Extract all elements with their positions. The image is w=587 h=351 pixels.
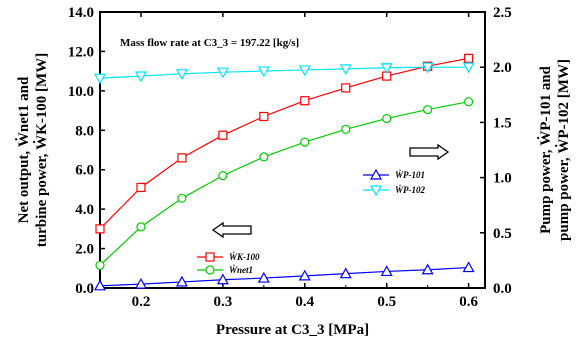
data-point xyxy=(380,63,393,74)
series-0 xyxy=(95,53,474,234)
y-left-title-line: turbine power, ẆK-100 [MW] xyxy=(33,53,50,247)
x-tick-label: 0.5 xyxy=(377,294,396,310)
data-point xyxy=(95,260,105,270)
data-point xyxy=(421,263,434,275)
data-point xyxy=(341,83,351,93)
data-point xyxy=(462,261,475,273)
data-point xyxy=(300,137,310,147)
data-point xyxy=(95,224,105,234)
data-point xyxy=(257,66,270,78)
data-point xyxy=(382,113,392,124)
data-point xyxy=(464,53,474,63)
data-point xyxy=(298,269,311,281)
data-point xyxy=(257,271,270,283)
plot-border xyxy=(99,11,486,289)
legend-label: Ẇnet1 xyxy=(229,265,253,275)
data-point xyxy=(218,171,228,181)
data-point xyxy=(175,69,188,81)
y-left-tick-label: 0.0 xyxy=(75,281,94,297)
y-axis-left-title: Net output, Ẇnet1 and turbine power, ẆK-1… xyxy=(15,53,50,247)
plot-frame xyxy=(99,11,486,289)
legend-label: ẆK-100 xyxy=(229,252,260,262)
y-left-tick-label: 2.0 xyxy=(75,242,94,258)
data-point xyxy=(341,124,351,134)
x-tick-label: 0.3 xyxy=(213,294,232,310)
y-axis-right-title: Pump power, ẆP-101 and pump power, ẆP-102… xyxy=(537,59,572,241)
y-right-tick-label: 1.0 xyxy=(493,171,512,187)
legend-label: ẆP-101 xyxy=(395,170,425,180)
data-point xyxy=(177,153,187,163)
annotation-text: Mass flow rate at C3_3 = 197.22 [kg/s] xyxy=(120,37,299,49)
x-tick-label: 0.6 xyxy=(459,294,478,310)
arrow-layer xyxy=(211,143,450,239)
data-point xyxy=(93,73,107,85)
data-point xyxy=(298,65,311,77)
y-right-tick-label: 1.5 xyxy=(493,115,512,131)
data-point xyxy=(464,97,474,107)
data-point xyxy=(177,193,187,203)
data-point xyxy=(462,62,475,74)
series-line xyxy=(99,57,469,230)
legend-entry-1: Ẇnet1 xyxy=(197,265,253,275)
series-line xyxy=(99,266,469,287)
x-axis-title: Pressure at C3_3 [MPa] xyxy=(216,322,369,338)
y-left-tick-label: 10.0 xyxy=(68,84,94,100)
y-right-tick-label: 2.0 xyxy=(493,60,512,76)
data-point xyxy=(218,130,228,140)
x-tick-label: 0.4 xyxy=(295,294,314,310)
data-point xyxy=(259,111,269,122)
series-1 xyxy=(95,97,474,270)
y-right-tick-label: 0.0 xyxy=(493,281,512,297)
y-right-tick-label: 2.5 xyxy=(493,5,512,21)
data-point xyxy=(423,104,433,115)
legend-entry-2: ẆP-101 xyxy=(363,168,425,180)
data-point xyxy=(339,64,352,76)
right-axis-arrow xyxy=(409,143,450,161)
data-point xyxy=(175,275,188,287)
data-point xyxy=(216,273,229,285)
axis-ticks: 0.2 0.3 0.4 0.5 0.6 0.0 2.0 4.0 6.0 8.0 10.0 12.0 14… xyxy=(68,5,512,310)
y-left-tick-label: 6.0 xyxy=(75,163,94,179)
y-left-tick-label: 12.0 xyxy=(68,44,94,60)
series-2 xyxy=(93,261,475,291)
data-point xyxy=(216,67,229,79)
y-left-tick-label: 8.0 xyxy=(75,123,94,139)
legend-marker xyxy=(369,168,383,180)
series-3 xyxy=(93,62,475,85)
data-point xyxy=(134,277,147,289)
data-point xyxy=(134,71,147,83)
legend-label: ẆP-102 xyxy=(395,185,425,195)
y-left-tick-label: 14.0 xyxy=(68,5,94,21)
legend-layer: ẆK-100 Ẇnet1 ẆP-101 ẆP-102 xyxy=(197,168,425,275)
x-tick-label: 0.2 xyxy=(132,294,151,310)
left-axis-arrow xyxy=(211,221,252,239)
legend-entry-0: ẆK-100 xyxy=(197,252,260,262)
legend-marker xyxy=(205,265,215,275)
legend-marker xyxy=(205,252,215,262)
data-point xyxy=(259,152,269,162)
series-line xyxy=(99,101,469,266)
legend-marker xyxy=(369,185,383,197)
y-left-title-line: Net output, Ẇnet1 and xyxy=(15,76,32,223)
y-right-tick-label: 0.5 xyxy=(493,226,512,242)
data-point xyxy=(93,279,107,291)
legend-entry-3: ẆP-102 xyxy=(363,185,425,197)
y-right-title-line: Pump power, ẆP-101 and xyxy=(537,65,554,233)
y-left-tick-label: 4.0 xyxy=(75,202,94,218)
data-point xyxy=(421,62,434,74)
data-point xyxy=(136,182,146,193)
data-point xyxy=(300,96,310,106)
series-layer xyxy=(93,53,475,291)
series-line xyxy=(99,66,469,79)
data-point xyxy=(380,265,393,277)
data-point xyxy=(136,222,146,232)
data-point xyxy=(339,267,352,279)
y-right-title-line: pump power, ẆP-102 [MW] xyxy=(555,59,572,241)
